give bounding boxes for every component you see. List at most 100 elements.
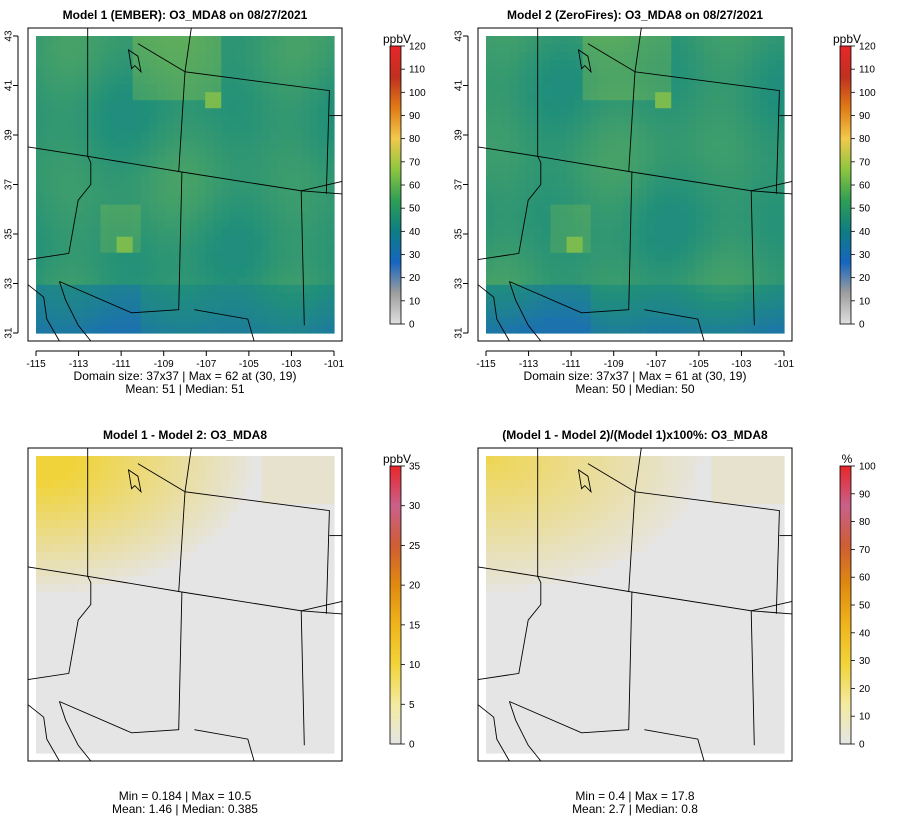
grid-cell — [767, 592, 777, 602]
grid-cell — [566, 576, 576, 586]
grid-cell — [574, 172, 584, 182]
grid-cell — [494, 132, 503, 141]
grid-cell — [189, 520, 198, 529]
grid-cell — [100, 284, 110, 294]
grid-cell — [156, 116, 166, 125]
grid-cell — [767, 204, 777, 214]
grid-cell — [309, 164, 319, 174]
grid-cell — [759, 204, 769, 214]
grid-cell — [245, 116, 255, 125]
grid-cell — [36, 204, 45, 214]
grid-cell — [205, 220, 214, 230]
grid-cell — [582, 536, 592, 545]
grid-cell — [60, 316, 69, 326]
grid-cell — [221, 696, 230, 706]
grid-cell — [52, 44, 61, 53]
grid-cell — [269, 472, 279, 481]
grid-cell — [606, 300, 616, 310]
grid-cell — [486, 228, 495, 238]
grid-cell — [695, 196, 705, 206]
grid-cell — [679, 496, 688, 505]
grid-cell — [494, 124, 503, 133]
grid-cell — [663, 592, 672, 602]
grid-cell — [558, 300, 568, 310]
grid-cell — [92, 520, 102, 529]
grid-cell — [325, 292, 335, 302]
grid-cell — [76, 464, 85, 473]
grid-cell — [663, 568, 672, 578]
x-tick-label: -105 — [239, 359, 259, 370]
grid-cell — [743, 36, 753, 45]
grid-cell — [285, 496, 295, 505]
grid-cell — [703, 464, 713, 473]
grid-cell — [116, 276, 126, 286]
grid-cell — [124, 204, 134, 214]
grid-cell — [124, 164, 134, 174]
grid-cell — [164, 640, 174, 650]
grid-cell — [309, 488, 319, 497]
grid-cell — [52, 68, 61, 77]
grid-cell — [727, 148, 737, 158]
grid-cell — [108, 116, 118, 125]
grid-cell — [630, 124, 640, 133]
grid-cell — [44, 536, 53, 545]
grid-cell — [261, 728, 271, 738]
grid-cell — [108, 44, 118, 53]
grid-cell — [197, 172, 206, 182]
grid-cell — [44, 148, 53, 158]
grid-cell — [36, 472, 45, 481]
grid-cell — [606, 488, 616, 497]
y-tick-label: 43 — [454, 30, 465, 42]
grid-cell — [261, 696, 271, 706]
grid-cell — [534, 592, 543, 602]
grid-cell — [293, 52, 303, 61]
grid-cell — [52, 164, 61, 174]
grid-cell — [189, 292, 198, 302]
grid-cell — [156, 632, 166, 642]
grid-cell — [502, 164, 511, 174]
grid-cell — [100, 204, 110, 214]
grid-cell — [180, 624, 190, 634]
grid-cell — [630, 116, 640, 125]
grid-cell — [116, 244, 126, 254]
grid-cell — [148, 712, 158, 722]
grid-cell — [671, 260, 680, 270]
grid-cell — [124, 220, 134, 230]
grid-cell — [566, 164, 576, 174]
grid-cell — [277, 52, 287, 61]
grid-cell — [253, 244, 263, 254]
grid-cell — [598, 36, 608, 45]
grid-cell — [309, 704, 319, 714]
grid-cell — [277, 196, 287, 206]
grid-cell — [293, 252, 303, 262]
grid-cell — [293, 712, 303, 722]
grid-cell — [164, 616, 174, 626]
grid-cell — [663, 212, 672, 222]
grid-cell — [44, 704, 53, 714]
grid-cell — [663, 156, 672, 166]
grid-cell — [164, 480, 174, 489]
grid-cell — [60, 36, 69, 45]
grid-cell — [76, 164, 85, 174]
grid-cell — [76, 204, 85, 214]
grid-cell — [325, 744, 335, 754]
grid-cell — [550, 60, 560, 69]
grid-cell — [582, 260, 592, 270]
grid-cell — [213, 720, 222, 730]
grid-cell — [76, 640, 85, 650]
grid-cell — [671, 52, 680, 61]
grid-cell — [711, 268, 721, 278]
grid-cell — [325, 156, 335, 166]
grid-cell — [671, 528, 680, 537]
grid-cell — [205, 324, 214, 334]
grid-cell — [44, 68, 53, 77]
grid-cell — [116, 640, 126, 650]
grid-cell — [743, 116, 753, 125]
grid-cell — [622, 576, 632, 586]
grid-cell — [156, 600, 166, 610]
grid-cell — [132, 512, 142, 521]
grid-cell — [237, 728, 246, 738]
grid-cell — [229, 300, 238, 310]
grid-cell — [132, 528, 142, 537]
grid-cell — [245, 60, 255, 69]
